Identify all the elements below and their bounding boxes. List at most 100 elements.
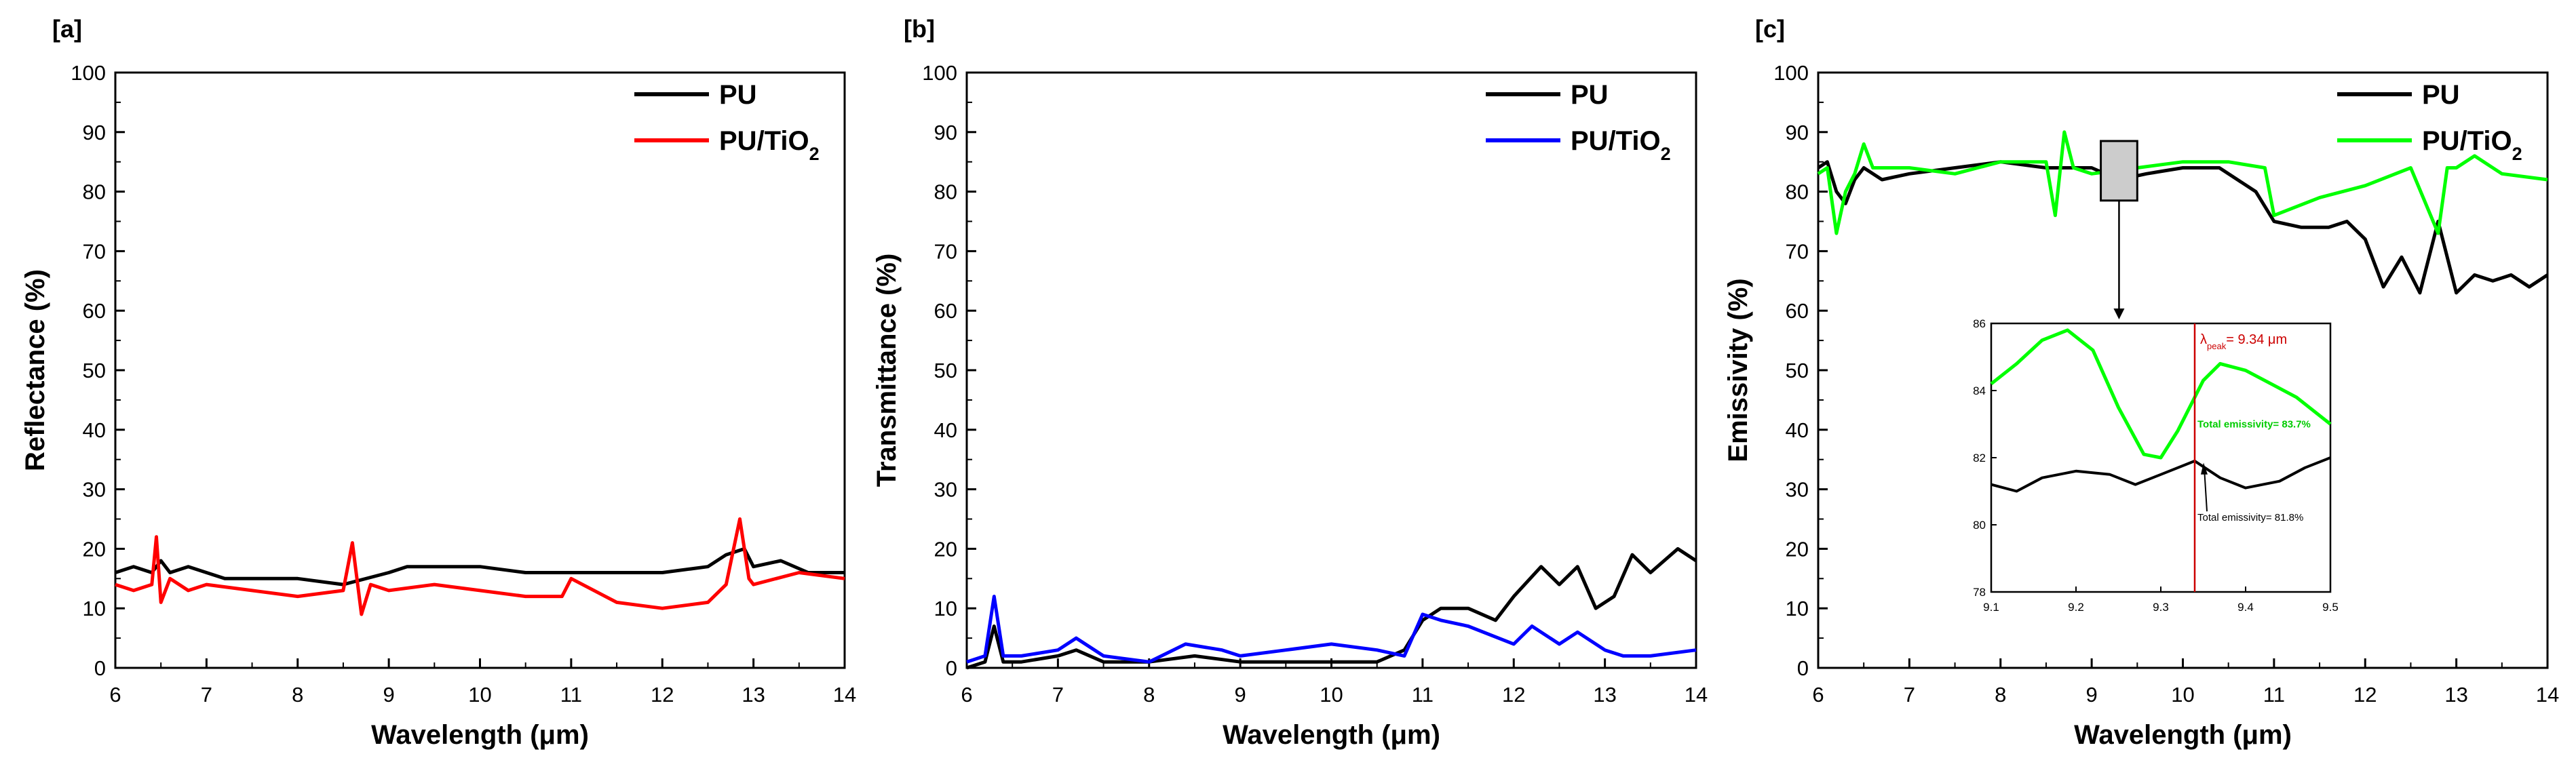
x-tick-label: 13 bbox=[1593, 683, 1616, 707]
y-tick-label: 50 bbox=[83, 359, 106, 382]
inset-y-tick-label: 78 bbox=[1973, 586, 1986, 599]
inset-y-tick-label: 80 bbox=[1973, 519, 1986, 532]
series-line-pu bbox=[1817, 160, 2549, 295]
panel-label: [b] bbox=[904, 15, 935, 43]
y-tick-label: 40 bbox=[83, 418, 106, 442]
x-tick-label: 14 bbox=[2536, 683, 2559, 707]
legend-label: PU bbox=[1571, 80, 1609, 110]
y-tick-label: 10 bbox=[1786, 597, 1809, 620]
y-tick-label: 80 bbox=[1786, 180, 1809, 204]
series-line-pu-tio2 bbox=[966, 595, 1697, 664]
pu-annotation-arrow bbox=[2204, 467, 2208, 512]
x-tick-label: 12 bbox=[1502, 683, 1525, 707]
y-tick-label: 40 bbox=[934, 418, 957, 442]
x-tick-label: 11 bbox=[2263, 683, 2285, 707]
series-line-pu-tio2 bbox=[1817, 130, 2548, 235]
inset-series-pu bbox=[1991, 456, 2331, 493]
y-tick-label: 100 bbox=[71, 61, 106, 85]
inset-x-tick-label: 9.2 bbox=[2068, 601, 2084, 614]
x-tick-label: 14 bbox=[1685, 683, 1708, 707]
chart-panel-1: [a] 6 7 8 9 10 11 12 13 14 0 10 20 30 40 50 60 70 80 90 100 W… bbox=[20, 15, 856, 750]
x-tick-label: 10 bbox=[468, 683, 491, 707]
inset-x-tick-label: 9.4 bbox=[2237, 601, 2254, 614]
x-tick-label: 6 bbox=[1812, 683, 1824, 707]
inset-y-tick-label: 84 bbox=[1973, 384, 1986, 397]
inset-x-tick-label: 9.3 bbox=[2153, 601, 2169, 614]
x-tick-label: 11 bbox=[1412, 683, 1434, 707]
x-axis-label: Wavelength (μm) bbox=[2074, 720, 2292, 750]
chart-panel-2: [b] 6 7 8 9 10 11 12 13 14 0 10 20 30 40 50 60 70 80 90 100 W… bbox=[872, 15, 1708, 750]
y-tick-label: 50 bbox=[1786, 359, 1809, 382]
x-tick-label: 12 bbox=[651, 683, 674, 707]
x-tick-label: 6 bbox=[961, 683, 972, 707]
x-tick-label: 10 bbox=[1320, 683, 1343, 707]
y-tick-label: 20 bbox=[934, 537, 957, 561]
total-emissivity-pu: Total emissivity= 81.8% bbox=[2197, 512, 2303, 523]
inset-y-tick-label: 86 bbox=[1973, 317, 1986, 330]
x-tick-label: 7 bbox=[201, 683, 212, 707]
y-tick-label: 80 bbox=[83, 180, 106, 204]
series-line-pu bbox=[966, 547, 1697, 670]
y-tick-label: 0 bbox=[1797, 656, 1809, 680]
legend-label: PU bbox=[719, 80, 757, 110]
pu-annotation-arrowhead bbox=[2201, 462, 2208, 475]
y-tick-label: 80 bbox=[934, 180, 957, 204]
y-axis-label: Emissivity (%) bbox=[1723, 278, 1753, 462]
y-tick-label: 60 bbox=[1786, 299, 1809, 323]
total-emissivity-tio2: Total emissivity= 83.7% bbox=[2197, 418, 2311, 430]
y-tick-label: 90 bbox=[1786, 121, 1809, 144]
y-tick-label: 30 bbox=[1786, 478, 1809, 502]
inset-x-tick-label: 9.5 bbox=[2322, 601, 2339, 614]
y-tick-label: 70 bbox=[934, 239, 957, 263]
plot-frame bbox=[965, 71, 1697, 669]
x-tick-label: 10 bbox=[2171, 683, 2194, 707]
y-tick-label: 60 bbox=[83, 299, 106, 323]
y-tick-label: 10 bbox=[83, 597, 106, 620]
y-tick-label: 70 bbox=[1786, 239, 1809, 263]
x-tick-label: 9 bbox=[2086, 683, 2098, 707]
y-tick-label: 100 bbox=[1773, 61, 1809, 85]
panel-label: [c] bbox=[1755, 15, 1785, 43]
inset-y-tick-label: 82 bbox=[1973, 452, 1986, 464]
x-tick-label: 8 bbox=[1995, 683, 2006, 707]
x-axis-label: Wavelength (μm) bbox=[371, 720, 589, 750]
x-tick-label: 13 bbox=[742, 683, 765, 707]
x-tick-label: 7 bbox=[1052, 683, 1064, 707]
x-tick-label: 11 bbox=[560, 683, 582, 707]
y-axis-label: Reflectance (%) bbox=[20, 269, 50, 471]
x-tick-label: 6 bbox=[109, 683, 121, 707]
y-tick-label: 50 bbox=[934, 359, 957, 382]
y-tick-label: 10 bbox=[934, 597, 957, 620]
x-tick-label: 8 bbox=[292, 683, 303, 707]
y-tick-label: 30 bbox=[83, 478, 106, 502]
y-tick-label: 40 bbox=[1786, 418, 1809, 442]
y-tick-label: 30 bbox=[934, 478, 957, 502]
x-axis-label: Wavelength (μm) bbox=[1223, 720, 1440, 750]
series-line-pu-tio2 bbox=[115, 517, 845, 616]
series-line-pu bbox=[115, 547, 845, 587]
x-tick-label: 7 bbox=[1904, 683, 1915, 707]
x-tick-label: 9 bbox=[383, 683, 395, 707]
zoom-region-box bbox=[2100, 140, 2138, 202]
y-tick-label: 20 bbox=[1786, 537, 1809, 561]
y-tick-label: 60 bbox=[934, 299, 957, 323]
y-tick-label: 90 bbox=[83, 121, 106, 144]
legend-label: PU bbox=[2422, 80, 2460, 110]
y-tick-label: 70 bbox=[83, 239, 106, 263]
y-tick-label: 0 bbox=[946, 656, 957, 680]
legend-label: PU/TiO2 bbox=[719, 126, 820, 164]
inset-x-tick-label: 9.1 bbox=[1983, 601, 1999, 614]
y-tick-label: 90 bbox=[934, 121, 957, 144]
y-tick-label: 20 bbox=[83, 537, 106, 561]
y-axis-label: Transmittance (%) bbox=[872, 254, 902, 488]
zoom-arrow-head bbox=[2113, 309, 2125, 319]
chart-panel-3: [c]6 7 8 9 10 11 12 13 140102030405060708090100W… bbox=[1723, 15, 2559, 750]
x-tick-label: 8 bbox=[1143, 683, 1155, 707]
legend-label: PU/TiO2 bbox=[1571, 126, 1671, 164]
y-tick-label: 0 bbox=[94, 656, 106, 680]
x-tick-label: 14 bbox=[833, 683, 856, 707]
x-tick-label: 12 bbox=[2353, 683, 2377, 707]
x-tick-label: 13 bbox=[2444, 683, 2467, 707]
